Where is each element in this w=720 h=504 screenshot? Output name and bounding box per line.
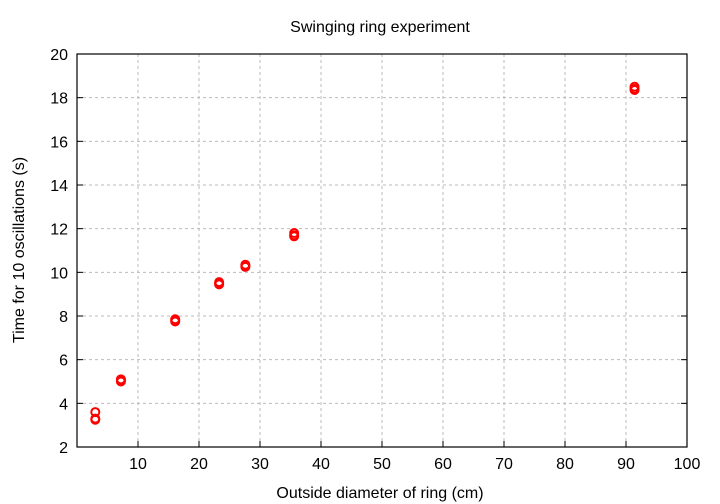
x-tick-label: 50 — [373, 456, 391, 473]
data-point — [240, 260, 251, 271]
y-tick-label: 14 — [50, 178, 68, 195]
chart-title: Swinging ring experiment — [290, 19, 470, 36]
x-tick-label: 10 — [129, 456, 147, 473]
y-tick-label: 6 — [59, 353, 68, 370]
x-tick-label: 60 — [434, 456, 452, 473]
x-tick-label: 70 — [495, 456, 513, 473]
data-point — [629, 83, 640, 94]
y-tick-label: 8 — [59, 309, 68, 326]
data-point — [115, 374, 126, 385]
y-tick-label: 12 — [50, 222, 68, 239]
x-axis-label: Outside diameter of ring (cm) — [276, 485, 483, 502]
data-point — [170, 315, 181, 326]
y-tick-label: 18 — [50, 91, 68, 108]
x-tick-label: 80 — [556, 456, 574, 473]
x-tick-label: 100 — [674, 456, 701, 473]
y-tick-label: 4 — [59, 396, 68, 413]
y-tick-label: 2 — [59, 440, 68, 457]
x-tick-label: 90 — [617, 456, 635, 473]
x-tick-label: 20 — [190, 456, 208, 473]
y-tick-label: 20 — [50, 47, 68, 64]
plot-frame — [76, 53, 688, 448]
y-tick-label: 16 — [50, 134, 68, 151]
data-point — [289, 230, 300, 241]
x-tick-label: 30 — [251, 456, 269, 473]
x-tick-label: 40 — [312, 456, 330, 473]
y-axis-label: Time for 10 oscillations (s) — [11, 157, 28, 343]
y-tick-label: 10 — [50, 265, 68, 282]
data-point — [214, 277, 225, 288]
data-point — [90, 407, 101, 418]
